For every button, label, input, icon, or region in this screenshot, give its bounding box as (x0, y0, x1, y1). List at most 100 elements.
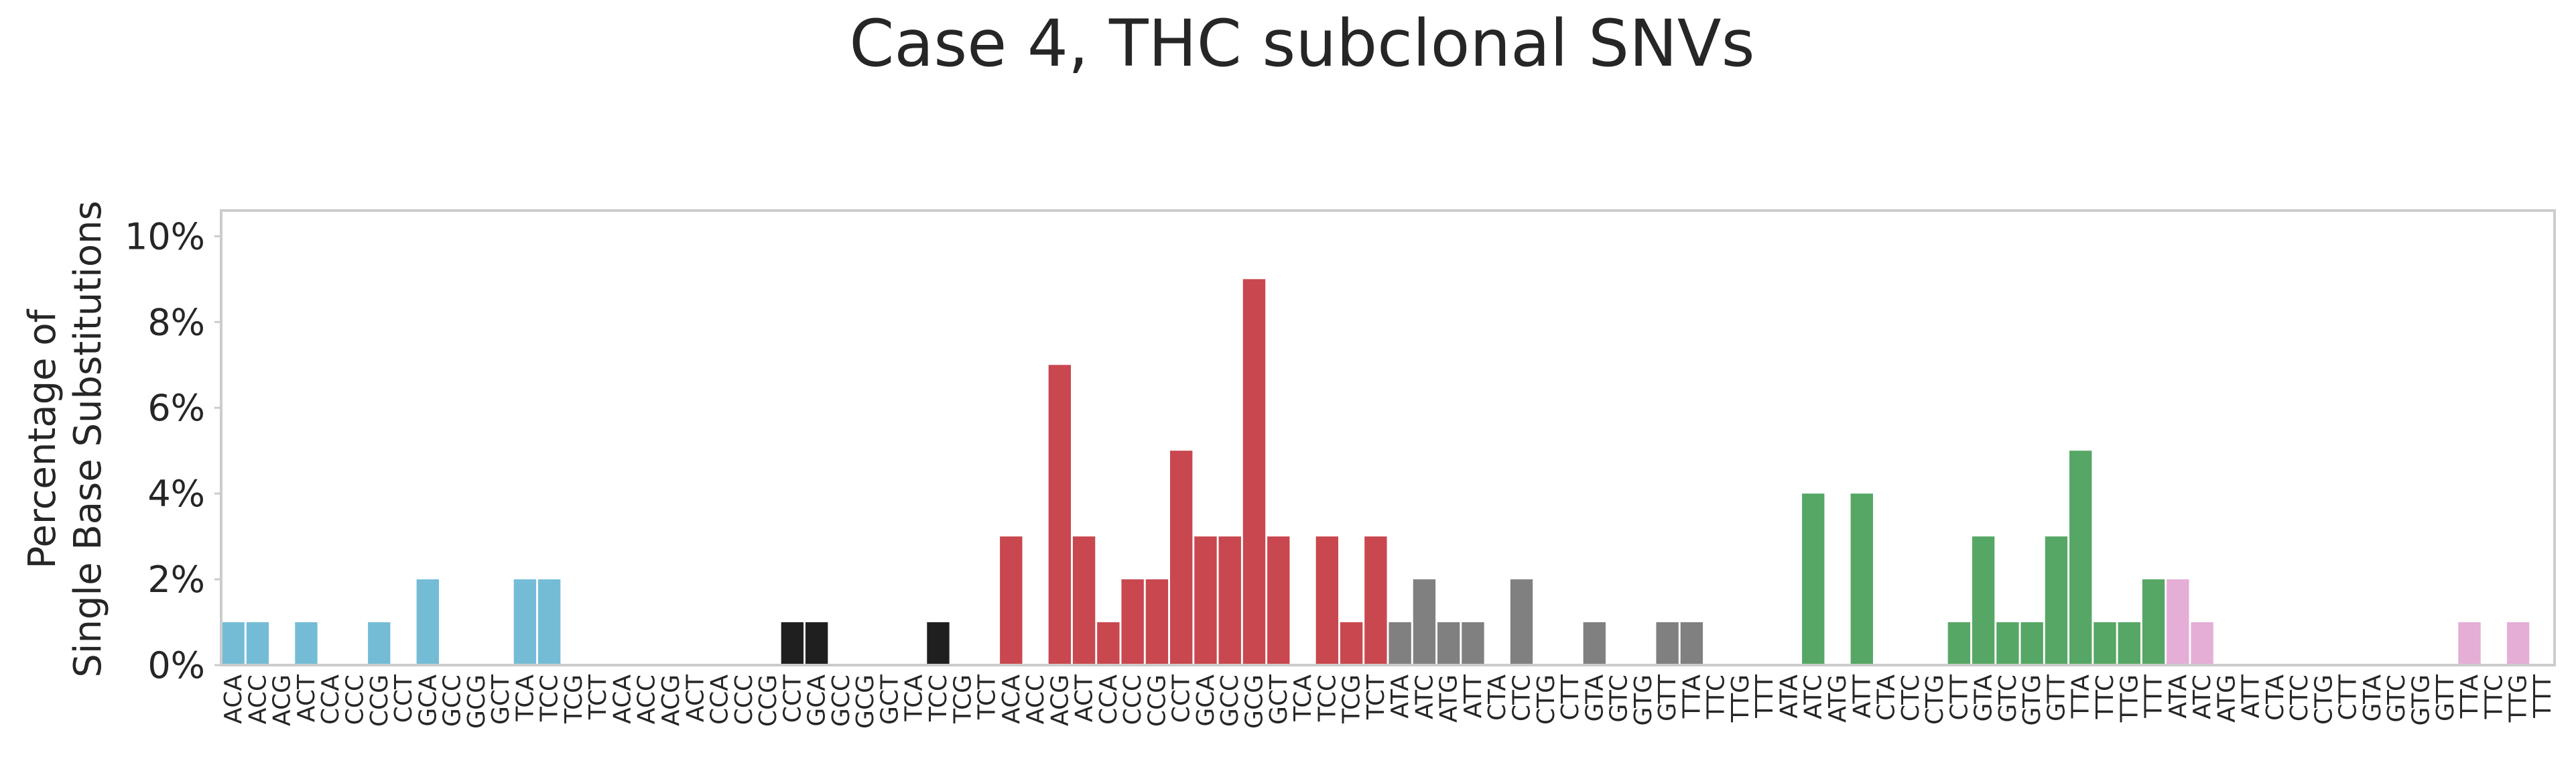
x-tick-label: GCA (1192, 674, 1220, 727)
x-tick-label: CTT (2335, 674, 2362, 720)
x-tick-label: CCC (341, 674, 369, 725)
x-tick-label: TTA (1678, 674, 1705, 719)
bar (2506, 622, 2530, 665)
bar (222, 622, 245, 665)
x-tick-label: ACC (1022, 674, 1049, 724)
x-tick-label: CCT (779, 674, 806, 723)
x-tick-label: CTG (2310, 674, 2337, 725)
bar (1972, 536, 1995, 665)
x-tick-label: CTC (2286, 674, 2313, 721)
x-tick-label: GTG (2408, 674, 2435, 726)
bar (1364, 536, 1387, 665)
x-tick-label: GTG (2018, 674, 2046, 726)
x-tick-label: CCA (706, 674, 734, 725)
x-tick-label: TCA (1289, 674, 1317, 722)
x-tick-label: TCG (560, 674, 588, 724)
y-tick-label: 10% (125, 215, 205, 257)
bar (1656, 622, 1679, 665)
x-tick-label: ACC (244, 674, 271, 724)
x-tick-label: ATG (1435, 674, 1463, 723)
chart-title: Case 4, THC subclonal SNVs (849, 6, 1754, 81)
bar (2045, 536, 2068, 665)
bar (1315, 536, 1339, 665)
bars (222, 279, 2530, 666)
x-tick-label: TCT (974, 674, 1001, 720)
bar (1802, 493, 1825, 665)
y-tick-label: 6% (147, 387, 205, 429)
x-tick-label: CTC (1508, 674, 1535, 721)
x-tick-label: CTG (1921, 674, 1949, 725)
x-tick-label: CTA (2262, 674, 2289, 721)
x-tick-label: TTA (2067, 674, 2095, 719)
x-tick-label: GTC (1606, 674, 1633, 723)
x-tick-label: GTT (2432, 674, 2459, 721)
bar (1437, 622, 1460, 665)
bar (1947, 622, 1971, 665)
x-tick-label: TTG (2116, 674, 2143, 723)
x-tick-label: TTC (2091, 674, 2119, 719)
y-axis-label-line-1: Percentage of (21, 308, 64, 569)
x-tick-label: GCA (414, 674, 442, 727)
bar (2167, 579, 2189, 665)
x-tick-label: GCG (852, 674, 879, 729)
x-tick-label: ACA (608, 674, 636, 724)
x-tick-label: ACG (269, 674, 296, 726)
x-tick-label: TTT (2529, 674, 2557, 719)
bar (2458, 622, 2481, 665)
x-tick-label: TTC (2480, 674, 2508, 719)
x-tick-label: TCC (1313, 674, 1341, 722)
x-tick-label: TCG (1338, 674, 1366, 724)
x-tick-label: CCA (1095, 674, 1122, 725)
x-tick-label: CCT (1168, 674, 1196, 723)
y-tick-label: 0% (147, 644, 205, 687)
bar (513, 579, 537, 665)
bar (1242, 279, 1266, 666)
bar (1000, 536, 1023, 665)
bar (805, 622, 828, 665)
bar (1850, 493, 1873, 665)
x-tick-label: ACA (998, 674, 1025, 724)
x-tick-label: TTG (1727, 674, 1754, 723)
x-tick-label: TCA (901, 674, 928, 722)
bar (537, 579, 561, 665)
bar (1121, 579, 1144, 665)
y-tick-label: 2% (147, 559, 205, 601)
x-tick-label: GTC (2383, 674, 2410, 723)
x-tick-label: TCG (949, 674, 976, 724)
x-tick-label: CTT (1557, 674, 1584, 720)
bar (368, 622, 391, 665)
bar (1267, 536, 1290, 665)
x-tick-label: ATA (1775, 674, 1803, 719)
x-tick-label: GTT (1654, 674, 1681, 721)
bar (416, 579, 439, 665)
x-tick-label: GCT (876, 674, 903, 725)
x-tick-label: TCT (1362, 674, 1390, 720)
x-tick-label: TTT (2140, 674, 2168, 719)
y-axis-label: Percentage of Single Base Substitutions (21, 200, 110, 677)
x-tick-label: ATA (2165, 674, 2192, 719)
bar (1462, 622, 1484, 665)
x-tick-label: GTA (1970, 674, 1998, 722)
x-tick-label: TTA (2456, 674, 2484, 719)
x-tick-label: CCC (730, 674, 758, 725)
x-tick-label: CCG (366, 674, 393, 727)
x-tick-label: ATG (2213, 674, 2240, 723)
y-axis-label-line-2: Single Base Substitutions (66, 200, 110, 677)
x-tick-label: CTA (1484, 674, 1511, 721)
bar (1510, 579, 1533, 665)
x-tick-label: ACT (1071, 674, 1098, 722)
bar (1996, 622, 2019, 665)
bar (246, 622, 269, 665)
x-tick-label: GCC (828, 674, 855, 727)
x-tick-label: TCA (511, 674, 539, 722)
bar (781, 622, 804, 665)
x-tick-label: GCA (803, 674, 831, 727)
bar (2142, 579, 2165, 665)
x-tick-label: GTG (1630, 674, 1657, 726)
x-tick-label: ATC (1800, 674, 1827, 719)
x-tick-label: CTC (1897, 674, 1925, 721)
x-tick-label: CCG (755, 674, 782, 727)
bar (2094, 622, 2116, 665)
x-tick-label: TCC (925, 674, 952, 722)
bar (1218, 536, 1241, 665)
